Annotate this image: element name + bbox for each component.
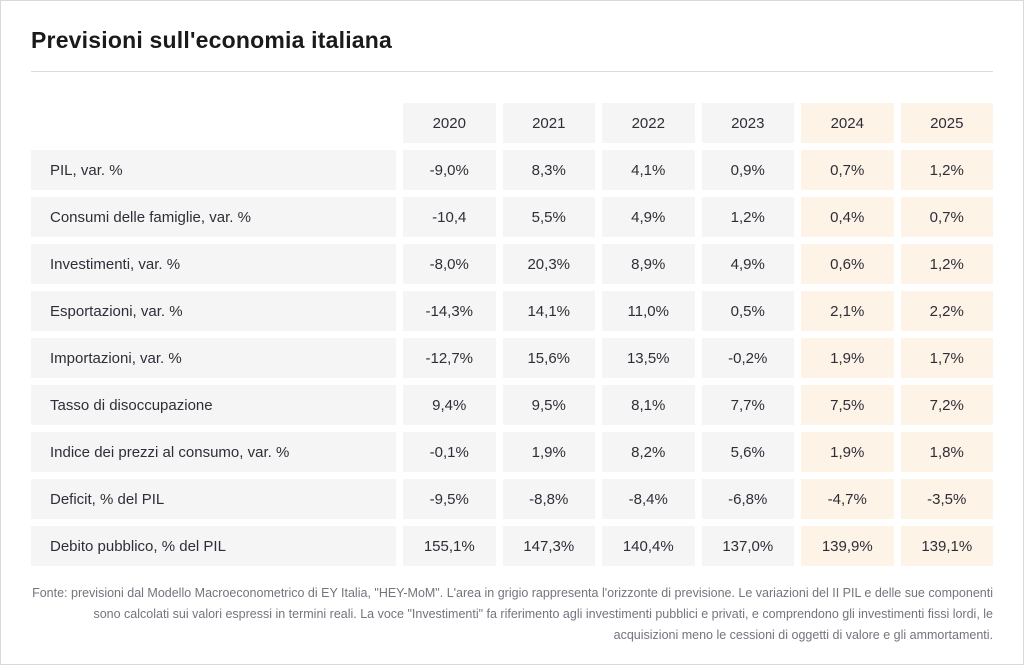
table-cell-forecast: 139,1% <box>900 526 993 566</box>
table-cell: 9,5% <box>502 385 595 425</box>
page-title: Previsioni sull'economia italiana <box>31 27 393 53</box>
table-cell: -8,0% <box>403 244 496 284</box>
table-cell: -12,7% <box>403 338 496 378</box>
table-cell: -14,3% <box>403 291 496 331</box>
table-cell: 15,6% <box>502 338 595 378</box>
row-label-disoccupazione: Tasso di disoccupazione <box>31 385 396 425</box>
row-label-importazioni: Importazioni, var. % <box>31 338 396 378</box>
table-cell: 8,1% <box>602 385 695 425</box>
table-cell: 11,0% <box>602 291 695 331</box>
table-cell-forecast: 2,1% <box>801 291 894 331</box>
table-cell-forecast: -3,5% <box>900 479 993 519</box>
table-cell: 0,5% <box>701 291 794 331</box>
table-cell: 20,3% <box>502 244 595 284</box>
row-label-prezzi: Indice dei prezzi al consumo, var. % <box>31 432 396 472</box>
table-cell: -9,0% <box>403 150 496 190</box>
table-cell: 14,1% <box>502 291 595 331</box>
table-cell: 5,5% <box>502 197 595 237</box>
table-cell: 0,9% <box>701 150 794 190</box>
table-cell: 147,3% <box>502 526 595 566</box>
table-cell-forecast: 0,7% <box>900 197 993 237</box>
title-divider <box>31 71 993 72</box>
table-cell: 7,7% <box>701 385 794 425</box>
table-cell: 1,9% <box>502 432 595 472</box>
table-cell: -10,4 <box>403 197 496 237</box>
source-footnote: Fonte: previsioni dal Modello Macroecono… <box>32 586 993 642</box>
row-label-consumi: Consumi delle famiglie, var. % <box>31 197 396 237</box>
table-cell-forecast: 0,4% <box>801 197 894 237</box>
row-label-investimenti: Investimenti, var. % <box>31 244 396 284</box>
table-cell-forecast: -4,7% <box>801 479 894 519</box>
table-cell: 8,3% <box>502 150 595 190</box>
table-cell: 5,6% <box>701 432 794 472</box>
table-cell: 137,0% <box>701 526 794 566</box>
table-cell: -8,8% <box>502 479 595 519</box>
column-header-2023: 2023 <box>701 103 794 143</box>
table-cell: 13,5% <box>602 338 695 378</box>
table-cell: 155,1% <box>403 526 496 566</box>
table-cell-forecast: 7,5% <box>801 385 894 425</box>
column-header-2022: 2022 <box>602 103 695 143</box>
table-cell-forecast: 0,6% <box>801 244 894 284</box>
table-cell-forecast: 1,2% <box>900 150 993 190</box>
row-label-esportazioni: Esportazioni, var. % <box>31 291 396 331</box>
table-cell: 8,9% <box>602 244 695 284</box>
table-cell: 4,1% <box>602 150 695 190</box>
row-label-deficit: Deficit, % del PIL <box>31 479 396 519</box>
table-cell-forecast: 1,9% <box>801 338 894 378</box>
table-cell-forecast: 1,7% <box>900 338 993 378</box>
table-cell: -6,8% <box>701 479 794 519</box>
table-cell: 8,2% <box>602 432 695 472</box>
table-cell: -0,1% <box>403 432 496 472</box>
forecast-table: 2020 2021 2022 2023 2024 2025 PIL, var. … <box>31 103 993 566</box>
table-cell-forecast: 1,8% <box>900 432 993 472</box>
table-cell: 9,4% <box>403 385 496 425</box>
column-header-2025: 2025 <box>900 103 993 143</box>
row-label-pil: PIL, var. % <box>31 150 396 190</box>
table-cell-forecast: 139,9% <box>801 526 894 566</box>
table-cell: 140,4% <box>602 526 695 566</box>
table-cell: 4,9% <box>602 197 695 237</box>
table-cell: 4,9% <box>701 244 794 284</box>
table-cell: -0,2% <box>701 338 794 378</box>
table-cell: 1,2% <box>701 197 794 237</box>
column-header-2020: 2020 <box>403 103 496 143</box>
header-spacer <box>31 103 396 143</box>
table-cell: -9,5% <box>403 479 496 519</box>
row-label-debito: Debito pubblico, % del PIL <box>31 526 396 566</box>
column-header-2021: 2021 <box>502 103 595 143</box>
table-cell-forecast: 1,9% <box>801 432 894 472</box>
column-header-2024: 2024 <box>801 103 894 143</box>
table-cell-forecast: 0,7% <box>801 150 894 190</box>
table-cell-forecast: 7,2% <box>900 385 993 425</box>
table-cell-forecast: 1,2% <box>900 244 993 284</box>
table-cell: -8,4% <box>602 479 695 519</box>
table-cell-forecast: 2,2% <box>900 291 993 331</box>
